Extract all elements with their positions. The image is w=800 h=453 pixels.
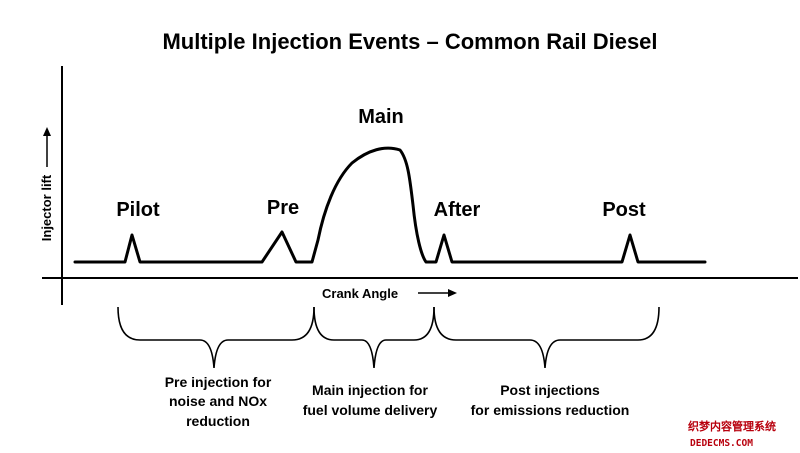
- group-pre-injection-line-1: Pre injection for: [165, 374, 272, 390]
- watermark-line-1: 织梦内容管理系统: [688, 419, 776, 433]
- group-main-injection-line-2: fuel volume delivery: [303, 402, 438, 418]
- event-label-pilot: Pilot: [116, 199, 160, 221]
- watermark: 织梦内容管理系统 DEDECMS.COM: [688, 419, 776, 449]
- group-pre-injection: Pre injection for noise and NOx reductio…: [165, 374, 272, 429]
- brace-pre-injection: [117, 306, 315, 369]
- brace-main-injection: [313, 306, 435, 369]
- y-axis-label: Injector lift: [39, 174, 54, 241]
- group-main-injection: Main injection for fuel volume delivery: [303, 382, 438, 418]
- event-label-post: Post: [602, 199, 646, 221]
- group-post-injections: Post injections for emissions reduction: [471, 382, 630, 418]
- group-pre-injection-line-3: reduction: [186, 413, 250, 429]
- x-axis-label: Crank Angle: [322, 286, 398, 301]
- group-post-injections-line-1: Post injections: [500, 382, 600, 398]
- event-label-main: Main: [358, 106, 404, 128]
- brace-post-injections: [433, 306, 660, 369]
- diagram-title: Multiple Injection Events – Common Rail …: [162, 29, 657, 54]
- event-label-after: After: [434, 199, 481, 221]
- watermark-line-2: DEDECMS.COM: [690, 438, 753, 449]
- event-label-pre: Pre: [267, 197, 299, 219]
- group-main-injection-line-1: Main injection for: [312, 382, 428, 398]
- group-pre-injection-line-2: noise and NOx: [169, 393, 267, 409]
- x-axis-arrow-icon: [418, 289, 457, 297]
- injector-lift-curve: [73, 146, 707, 264]
- y-axis-arrow-icon: [43, 127, 51, 167]
- group-post-injections-line-2: for emissions reduction: [471, 402, 630, 418]
